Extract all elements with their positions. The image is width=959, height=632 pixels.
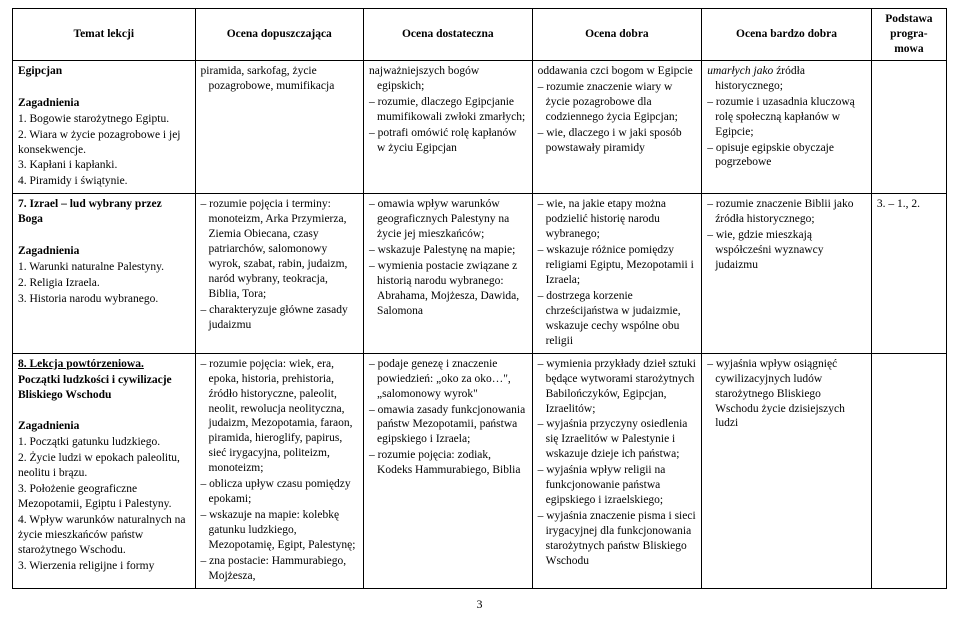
col-header-grade4: Ocena dobra: [532, 9, 702, 61]
table-row: 7. Izrael – lud wybrany przez Boga Zagad…: [13, 194, 947, 353]
col-header-grade2: Ocena dopuszczająca: [195, 9, 364, 61]
criteria-line: piramida, sarkofag, życie pozagrobowe, m…: [201, 64, 359, 94]
topic-cell: 7. Izrael – lud wybrany przez Boga Zagad…: [13, 194, 196, 353]
section-heading: Zagadnienia: [18, 97, 79, 109]
page-number: 3: [12, 597, 947, 612]
grade2-cell: – rozumie pojęcia i terminy: monoteizm, …: [195, 194, 364, 353]
topic-item: 3. Położenie geograficzne Mezopotamii, E…: [18, 482, 190, 512]
lesson-subtitle: Początki ludzkości i cywilizacje Bliskie…: [18, 374, 172, 401]
criteria-line: – wskazuje na mapie: kolebkę gatunku lud…: [201, 508, 359, 553]
criteria-line: oddawania czci bogom w Egipcie: [538, 64, 697, 79]
grade3-cell: – omawia wpływ warunków geograficznych P…: [364, 194, 533, 353]
topic-item: 4. Wpływ warunków naturalnych na życie m…: [18, 513, 190, 558]
criteria-line: – rozumie, dlaczego Egipcjanie mumifikow…: [369, 95, 527, 125]
grade5-cell: – rozumie znaczenie Biblii jako źródła h…: [702, 194, 872, 353]
basis-cell: [871, 353, 946, 588]
criteria-line: – podaje genezę i znaczenie powiedzień: …: [369, 357, 527, 402]
criteria-line: – wyjaśnia wpływ osiągnięć cywilizacyjny…: [707, 357, 866, 432]
criteria-line: umarłych jako źródła historycznego;: [707, 64, 866, 94]
topic-item: 1. Początki gatunku ludzkiego.: [18, 435, 190, 450]
grade2-cell: – rozumie pojęcia: wiek, era, epoka, his…: [195, 353, 364, 588]
criteria-line: – potrafi omówić rolę kapłanów w życiu E…: [369, 126, 527, 156]
criteria-line: – wie, na jakie etapy można podzielić hi…: [538, 197, 697, 242]
grade4-cell: oddawania czci bogom w Egipcie– rozumie …: [532, 60, 702, 194]
criteria-line: – wyjaśnia przyczyny osiedlenia się Izra…: [538, 417, 697, 462]
criteria-line: – rozumie znaczenie Biblii jako źródła h…: [707, 197, 866, 227]
topic-item: 2. Wiara w życie pozagrobowe i jej konse…: [18, 128, 190, 158]
criteria-line: – rozumie i uzasadnia kluczową rolę społ…: [707, 95, 866, 140]
grade5-cell: – wyjaśnia wpływ osiągnięć cywilizacyjny…: [702, 353, 872, 588]
criteria-line: – opisuje egipskie obyczaje pogrzebowe: [707, 141, 866, 171]
topic-item: 1. Warunki naturalne Palestyny.: [18, 260, 190, 275]
topic-item: 2. Religia Izraela.: [18, 276, 190, 291]
table-row: 8. Lekcja powtórzeniowa. Początki ludzkoś…: [13, 353, 947, 588]
criteria-line: – wymienia przykłady dzieł sztuki będące…: [538, 357, 697, 417]
criteria-line: – dostrzega korzenie chrześcijaństwa w j…: [538, 289, 697, 349]
topic-item: 1. Bogowie starożytnego Egiptu.: [18, 112, 190, 127]
criteria-line: – wie, dlaczego i w jaki sposób powstawa…: [538, 126, 697, 156]
criteria-line: – charakteryzuje główne zasady judaizmu: [201, 303, 359, 333]
grade3-cell: – podaje genezę i znaczenie powiedzień: …: [364, 353, 533, 588]
table-header-row: Temat lekcji Ocena dopuszczająca Ocena d…: [13, 9, 947, 61]
basis-cell: [871, 60, 946, 194]
grade4-cell: – wie, na jakie etapy można podzielić hi…: [532, 194, 702, 353]
topic-item: 4. Piramidy i świątynie.: [18, 174, 190, 189]
criteria-line: – oblicza upływ czasu pomiędzy epokami;: [201, 477, 359, 507]
criteria-line: – omawia zasady funkcjonowania państw Me…: [369, 403, 527, 448]
criteria-line: najważniejszych bogów egipskich;: [369, 64, 527, 94]
criteria-line: – rozumie pojęcia i terminy: monoteizm, …: [201, 197, 359, 302]
topic-item: 3. Kapłani i kapłanki.: [18, 158, 190, 173]
topic-item: 3. Wierzenia religijne i formy: [18, 559, 190, 574]
basis-cell: 3. – 1., 2.: [871, 194, 946, 353]
criteria-line: – rozumie pojęcia: wiek, era, epoka, his…: [201, 357, 359, 477]
lesson-title: Egipcjan: [18, 65, 62, 77]
criteria-line: – rozumie pojęcia: zodiak, Kodeks Hammur…: [369, 448, 527, 478]
lesson-title: 8. Lekcja powtórzeniowa.: [18, 358, 144, 370]
criteria-line: – rozumie znaczenie wiary w życie pozagr…: [538, 80, 697, 125]
grade2-cell: piramida, sarkofag, życie pozagrobowe, m…: [195, 60, 364, 194]
section-heading: Zagadnienia: [18, 245, 79, 257]
table-row: Egipcjan Zagadnienia 1. Bogowie starożytn…: [13, 60, 947, 194]
section-heading: Zagadnienia: [18, 420, 79, 432]
col-header-topic: Temat lekcji: [13, 9, 196, 61]
criteria-line: – wie, gdzie mieszkają współcześni wyzna…: [707, 228, 866, 273]
lesson-title: 7. Izrael – lud wybrany przez Boga: [18, 198, 162, 225]
topic-cell: 8. Lekcja powtórzeniowa. Początki ludzkoś…: [13, 353, 196, 588]
grade5-cell: umarłych jako źródła historycznego;– roz…: [702, 60, 872, 194]
col-header-grade5: Ocena bardzo dobra: [702, 9, 872, 61]
criteria-line: – wskazuje Palestynę na mapie;: [369, 243, 527, 258]
criteria-line: – wskazuje różnice pomiędzy religiami Eg…: [538, 243, 697, 288]
topic-item: 3. Historia narodu wybranego.: [18, 292, 190, 307]
topic-item: 2. Życie ludzi w epokach paleolitu, neol…: [18, 451, 190, 481]
criteria-line: – wymienia postacie związane z historią …: [369, 259, 527, 319]
grade3-cell: najważniejszych bogów egipskich;– rozumi…: [364, 60, 533, 194]
criteria-line: – wyjaśnia znaczenie pisma i sieci iryga…: [538, 509, 697, 569]
criteria-line: – omawia wpływ warunków geograficznych P…: [369, 197, 527, 242]
curriculum-table: Temat lekcji Ocena dopuszczająca Ocena d…: [12, 8, 947, 589]
criteria-line: – wyjaśnia wpływ religii na funkcjonowan…: [538, 463, 697, 508]
topic-cell: Egipcjan Zagadnienia 1. Bogowie starożytn…: [13, 60, 196, 194]
col-header-basis: Podstawa progra-mowa: [871, 9, 946, 61]
col-header-grade3: Ocena dostateczna: [364, 9, 533, 61]
grade4-cell: – wymienia przykłady dzieł sztuki będące…: [532, 353, 702, 588]
criteria-line: – zna postacie: Hammurabiego, Mojżesza,: [201, 554, 359, 584]
